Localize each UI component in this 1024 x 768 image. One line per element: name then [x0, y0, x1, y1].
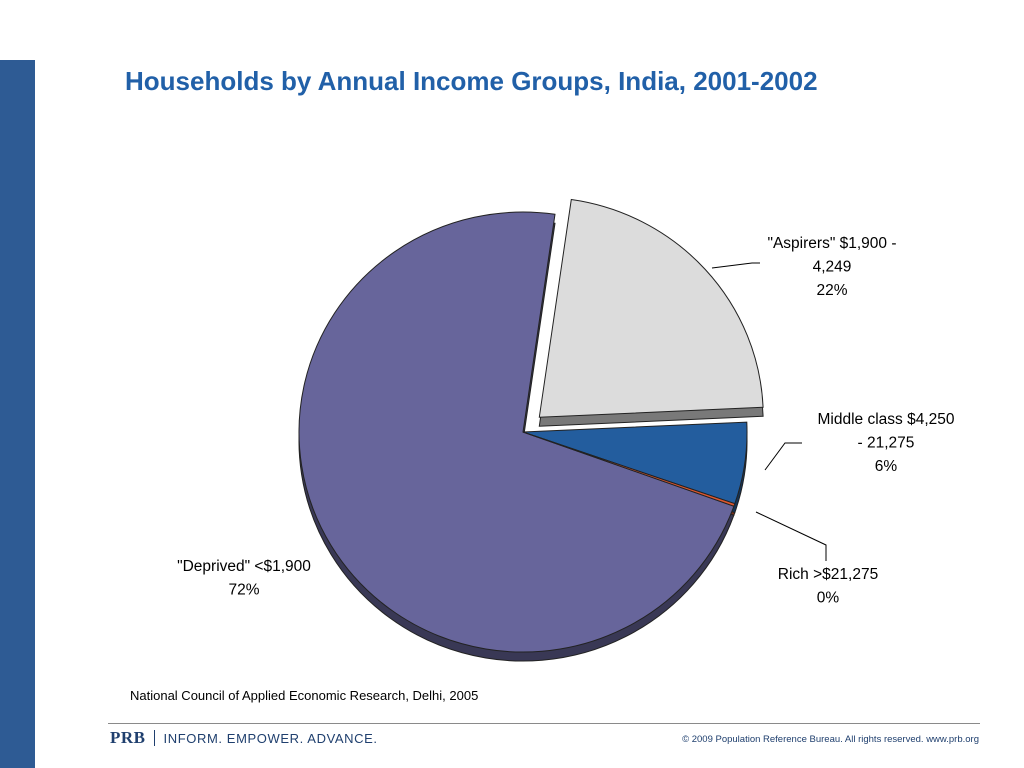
slice-label-line: 22%: [816, 282, 847, 299]
tagline: INFORM. EMPOWER. ADVANCE.: [163, 730, 378, 746]
leader-line: [755, 511, 827, 561]
pie-slice: [522, 431, 736, 507]
slice-label-line: 6%: [875, 458, 898, 475]
slice-label-line: - 21,275: [858, 435, 915, 452]
slice-label-line: 72%: [228, 582, 259, 599]
prb-logo: PRB: [110, 728, 146, 747]
slice-label: "Deprived" <$1,900 72%: [177, 558, 311, 599]
slice-label: "Aspirers" $1,900 - 4,249 22%: [767, 235, 896, 299]
slice-label-line: "Deprived" <$1,900: [177, 558, 311, 575]
slice-label: Rich >$21,275 0%: [778, 566, 878, 607]
footer-divider: [108, 723, 980, 724]
source-note: National Council of Applied Economic Res…: [130, 688, 479, 703]
pie-slice: [298, 211, 735, 653]
slice-label-line: 0%: [817, 590, 840, 607]
slice-label: Middle class $4,250 - 21,275 6%: [818, 411, 955, 475]
pie-slice: [538, 198, 764, 418]
slice-label-line: Rich >$21,275: [778, 566, 878, 583]
footer-branding: PRB INFORM. EMPOWER. ADVANCE.: [110, 728, 378, 747]
slice-label-line: 4,249: [813, 259, 852, 276]
accent-side-bar: [0, 60, 35, 768]
leader-line: [764, 442, 802, 471]
slice-label-line: "Aspirers" $1,900 -: [767, 235, 896, 252]
slice-label-line: Middle class $4,250: [818, 411, 955, 428]
leader-line: [711, 262, 760, 269]
copyright-notice: © 2009 Population Reference Bureau. All …: [682, 734, 979, 745]
logo-divider: [153, 730, 155, 746]
chart-title: Households by Annual Income Groups, Indi…: [125, 66, 818, 96]
